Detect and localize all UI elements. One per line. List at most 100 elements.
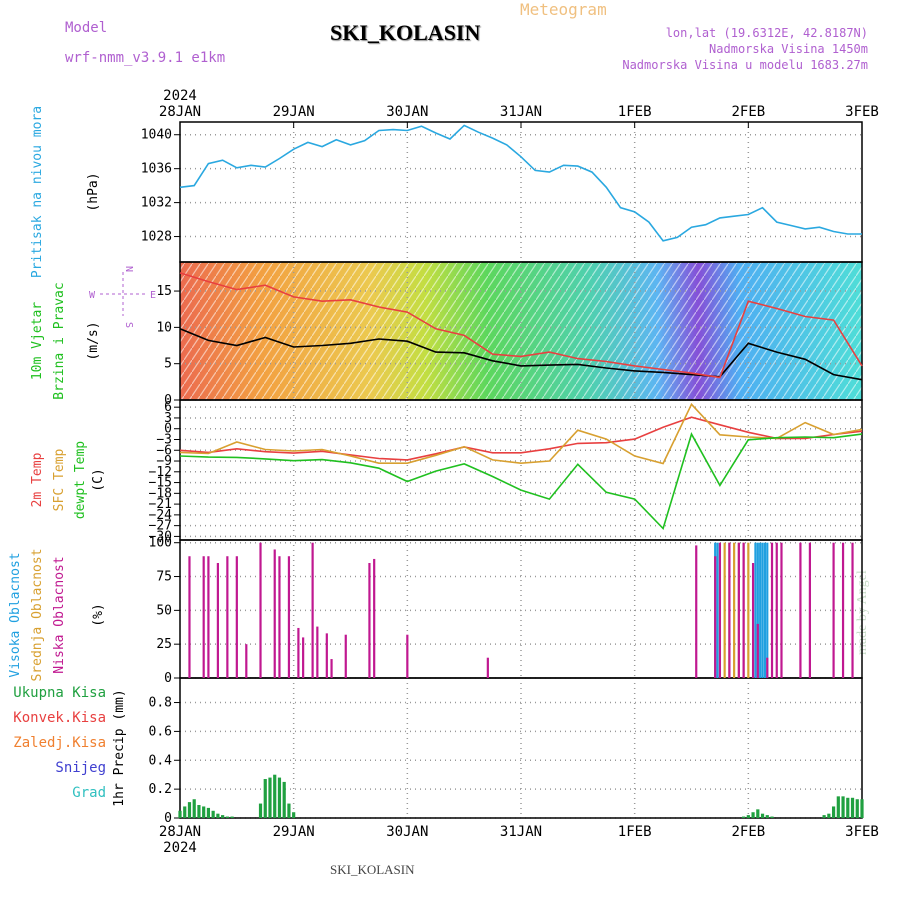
x-tick-label-bottom: 29JAN [273,824,315,840]
series-line-dewpt [179,432,863,531]
elevation-info: Nadmorska Visina 1450m [709,42,868,56]
precip-bar-total_precip [216,813,220,818]
y-tick-label: −3 [156,432,172,447]
x-tick-label-top: 2FEB [731,104,765,120]
cloud-bar-low_cloud [766,657,769,678]
cloud-bar-low_cloud [770,542,774,678]
sfc-temp-axis-label-text: SFC Temp [52,449,67,512]
cloud-bar-low_cloud [235,556,238,678]
cloud-bar-low_cloud [737,542,740,678]
y-tick-label: 0.4 [149,753,173,768]
y-tick-label: 1032 [141,196,172,211]
svg-text:N: N [123,266,134,272]
precip-bar-total_precip [268,777,272,818]
x-tick-label-bottom: 3FEB [845,824,879,840]
cloud-bar-high_cloud [766,542,769,678]
x-tick-label-top: 3FEB [845,104,879,120]
precip-bar-total_precip [287,803,291,818]
cloud-bar-low_cloud [207,556,210,678]
cloud-bar-low_cloud [330,659,333,678]
footer-station: SKI_KOLASIN [330,862,415,877]
compass-south: S [123,322,134,328]
y-tick-label: −12 [149,465,172,480]
x-tick-label-bottom: 2FEB [731,824,765,840]
precip-bar-total_precip [751,812,755,818]
y-tick-label: 3 [164,411,172,426]
y-tick-label: 15 [156,284,172,299]
precip-bar-total_precip [292,812,296,818]
compass-cross [100,272,146,316]
y-tick-label: 5 [164,357,172,372]
lonlat-info: lon,lat (19.6312E, 42.8187N) [665,26,868,40]
precip-bar-total_precip [273,774,277,818]
pressure-unit-label: (hPa) [86,172,101,211]
pressure-axis-label: Pritisak na nivou mora [30,106,45,278]
precip-bar-total_precip [770,816,774,818]
cloud-bar-low_cloud [808,542,812,678]
x-tick-label-top: 1FEB [618,104,652,120]
precip-bar-total_precip [741,816,746,818]
x-tick-label-top: 28JAN [159,104,201,120]
y-tick-label: 0.2 [149,782,172,797]
cloud-bar-low_cloud [742,542,745,678]
x-tick-label-top: 31JAN [500,104,542,120]
temp-unit-label: (C) [91,468,106,491]
precip-bar-total_precip [760,813,765,818]
cloud-bar-low_cloud [273,549,276,678]
precip-bar-total_precip [277,777,282,818]
y-tick-label: 1028 [141,230,172,245]
wind-axis-label-2: Brzina i Pravac [52,282,67,399]
cloud-bar-low_cloud [311,542,314,678]
high-cloud-axis-label: Visoka Oblacnost [8,552,23,677]
series-line-pressure [179,124,862,242]
cloud-bar-low_cloud [297,627,300,678]
y-tick-label: 75 [156,570,172,585]
sfc-temp-axis-label: SFC Temp [52,449,67,512]
cloud-bar-high_cloud [763,542,767,678]
y-tick-label: 0.6 [149,724,172,739]
dewpt-axis-label: dewpt Temp [73,441,88,519]
precip-bar-total_precip [221,815,225,818]
precip-bar-total_precip [192,799,196,818]
cloud-bar-low_cloud [780,542,783,678]
precip-bar-total_precip [211,810,215,818]
cloud-bar-low_cloud [486,657,489,678]
x-tick-label-bottom: 30JAN [386,824,428,840]
precip-bar-total_precip [187,802,192,818]
y-tick-label: 0 [164,393,172,408]
precip-bar-total_precip [230,816,234,818]
chart-title: SKI_KOLASIN [330,20,481,45]
cloud-bar-low_cloud [756,623,759,678]
temp-unit-label-text: (C) [91,468,106,491]
cloud-bar-low_cloud [851,542,854,678]
x-tick-label-bottom: 28JAN [159,824,201,840]
cloud-unit-label-text: (%) [91,603,106,626]
cloud-bar-low_cloud [316,626,319,678]
precip-bar-total_precip [756,809,760,818]
cloud-bar-low_cloud [325,633,328,678]
cloud-bar-low_cloud [188,556,191,678]
meteogram-label: Meteogram [520,0,607,19]
panel-frame-precip [179,677,863,819]
model-elevation-info: Nadmorska Visina u modelu 1683.27m [622,58,868,72]
cloud-bar-low_cloud [695,545,698,678]
precip-bar-total_precip [860,799,864,818]
cloud-bar-low_cloud [259,542,262,678]
precip-bar-total_precip [850,797,855,818]
precip-bar-total_precip [258,803,263,818]
cloud-bar-low_cloud [718,542,722,678]
y-tick-label: −21 [149,497,172,512]
cloud-bar-high_cloud [759,542,762,678]
mid-cloud-axis-label-text: Srednja Oblacnost [30,548,45,681]
series-line-temp2m [179,416,863,461]
year-label-bottom: 2024 [163,840,197,856]
cloud-bar-low_cloud [841,542,845,678]
y-tick-label: 50 [156,603,172,618]
compass-west: W [89,290,96,301]
cloud-bar-low_cloud [302,637,305,678]
precip-bar-total_precip [841,796,845,818]
cloud-bar-low_cloud [714,556,717,678]
precip-bar-total_precip [282,781,286,818]
